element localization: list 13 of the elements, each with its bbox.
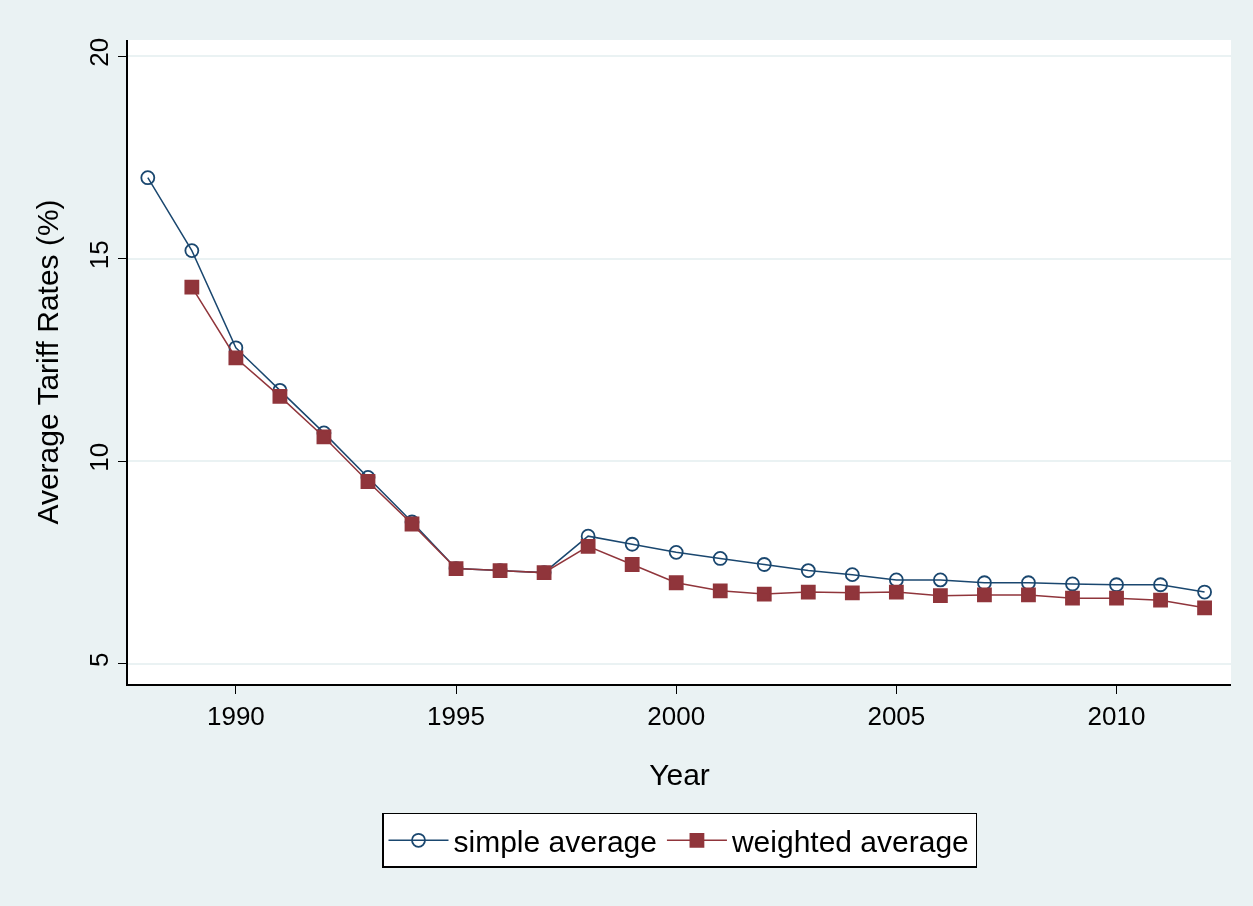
y-tick-label: 20 <box>83 37 114 67</box>
legend-label: weighted average <box>730 825 969 858</box>
x-tick-label: 2000 <box>647 700 706 731</box>
y-tick-label: 5 <box>83 652 114 668</box>
x-axis-title: Year <box>649 757 710 791</box>
x-tick-label: 1995 <box>427 700 485 731</box>
y-tick-label: 15 <box>83 240 114 270</box>
x-tick-label: 1990 <box>206 700 265 731</box>
y-axis-title: Average Tariff Rates (%) <box>30 199 64 525</box>
legend-label: simple average <box>453 825 657 858</box>
x-tick-label: 2010 <box>1087 700 1146 731</box>
y-tick-label: 10 <box>83 442 114 472</box>
x-tick-label: 2005 <box>867 700 926 731</box>
